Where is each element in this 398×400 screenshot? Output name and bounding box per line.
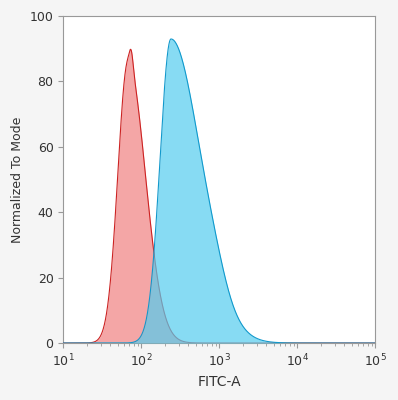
Y-axis label: Normalized To Mode: Normalized To Mode (11, 116, 24, 243)
X-axis label: FITC-A: FITC-A (197, 375, 241, 389)
